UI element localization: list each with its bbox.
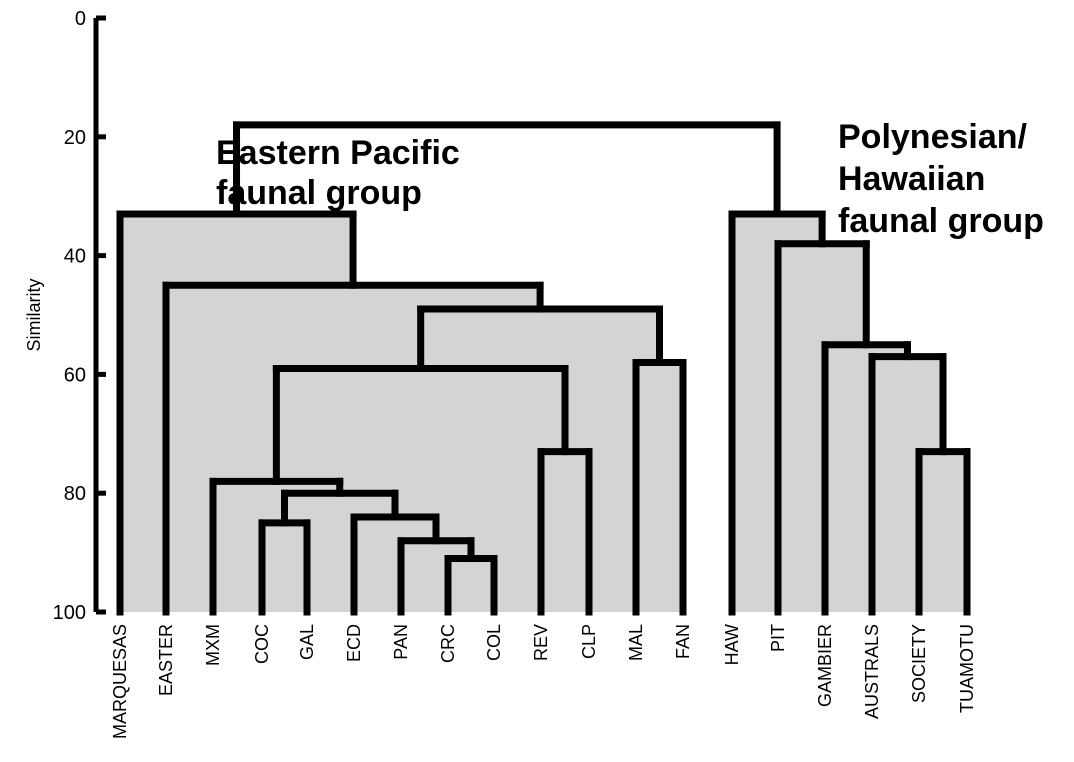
poly-group-label-line2: Hawaiian (838, 160, 985, 198)
y-tick-label: 100 (53, 602, 86, 624)
leaf-label: PAN (391, 624, 411, 660)
y-tick-label: 20 (64, 127, 86, 149)
leaf-label: MARQUESAS (110, 624, 130, 739)
y-tick-label: 60 (64, 364, 86, 386)
y-axis-ticks: 0 20 40 60 80 100 (53, 8, 106, 624)
dendrogram-links (116, 121, 971, 616)
y-tick-label: 80 (64, 483, 86, 505)
leaf-label: TUAMOTU (957, 624, 977, 713)
leaf-label: REV (531, 624, 551, 661)
leaf-label: SOCIETY (909, 624, 929, 703)
leaf-label: CLP (579, 624, 599, 659)
leaf-label: AUSTRALS (862, 624, 882, 719)
eastern-group-label-line2: faunal group (216, 174, 422, 212)
poly-group-label-line3: faunal group (838, 202, 1044, 240)
leaf-label: MXM (203, 624, 223, 666)
eastern-group-label-line1: Eastern Pacific (216, 134, 460, 172)
poly-group-label-line1: Polynesian/ (838, 118, 1028, 156)
leaf-label: HAW (722, 624, 742, 665)
leaf-label: COL (484, 624, 504, 661)
y-tick-label: 40 (64, 246, 86, 268)
y-axis-title: Similarity (24, 278, 44, 351)
leaf-label: CRC (438, 624, 458, 663)
leaf-label: GAMBIER (815, 624, 835, 707)
leaf-label: FAN (673, 624, 693, 659)
leaf-label: EASTER (156, 624, 176, 696)
y-tick-label: 0 (75, 8, 86, 30)
leaf-labels: MARQUESAS EASTER MXM COC GAL ECD PAN CRC COL REV C… (110, 624, 977, 739)
leaf-label: ECD (344, 624, 364, 662)
leaf-label: COC (252, 624, 272, 664)
leaf-label: PIT (768, 624, 788, 652)
leaf-label: GAL (297, 624, 317, 660)
leaf-label: MAL (626, 624, 646, 661)
cluster-fill (120, 214, 354, 612)
